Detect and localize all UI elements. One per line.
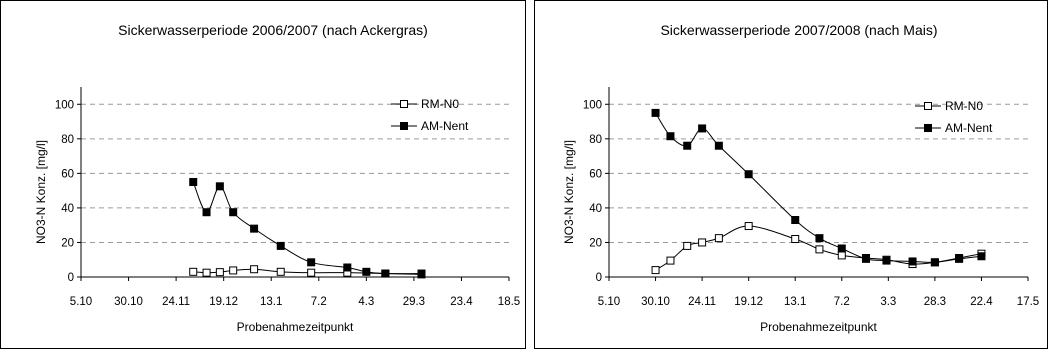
chart-0-series-am-nent-point [189, 178, 198, 186]
chart-1-series-am-nent-point [791, 216, 800, 224]
chart-0-y-tick-label: 0 [68, 272, 74, 284]
chart-1-series-rm-n0-point [651, 266, 660, 275]
chart-0-x-tick-label: 29.3 [403, 296, 425, 308]
chart-0-x-tick-label: 18.5 [498, 296, 520, 308]
chart-panel-right: Sickerwasserperiode 2007/2008 (nach Mais… [534, 0, 1048, 349]
chart-0-series-rm-n0-point [307, 268, 316, 277]
chart-0-series-am-nent-point [417, 269, 426, 278]
chart-0-series-rm-n0-point [229, 266, 238, 275]
chart-1-x-tick-label: 24.11 [688, 296, 716, 308]
chart-0-series-am-nent-point [343, 263, 352, 272]
chart-0-x-tick-label: 30.10 [114, 296, 143, 308]
chart-right: Sickerwasserperiode 2007/2008 (nach Mais… [562, 22, 1039, 334]
chart-0-series-am-nent-point [250, 224, 259, 233]
chart-1-series-am-nent-point [955, 254, 964, 263]
chart-0-title: Sickerwasserperiode 2006/2007 (nach Acke… [118, 22, 428, 38]
chart-1-series-am-nent-point [908, 257, 917, 266]
chart-1-series-am-nent-point [666, 132, 675, 141]
chart-1-series-am-nent-point [930, 258, 939, 267]
chart-1-x-tick-label: 28.3 [924, 296, 946, 308]
chart-0-series-am-nent-point [229, 208, 238, 217]
chart-1-series-rm-n0-point [666, 256, 675, 265]
chart-0-y-tick-label: 60 [61, 168, 74, 180]
chart-0-x-tick-label: 7.2 [311, 296, 327, 308]
chart-0-legend-marker [400, 100, 408, 108]
chart-1-legend-label: AM-Nent [945, 121, 993, 135]
chart-0-series-rm-n0-point [276, 267, 285, 276]
chart-1-series-am-nent-point [815, 234, 824, 243]
chart-0-series-am-nent-point [307, 258, 316, 267]
chart-1-series-am-nent-point [882, 256, 891, 265]
chart-1-y-tick-label: 20 [589, 237, 602, 249]
chart-0-series-am-nent-point [381, 269, 390, 278]
chart-1-x-tick-label: 19.12 [734, 296, 763, 308]
chart-0-series-rm-n0-point [250, 265, 259, 274]
chart-1-x-tick-label: 5.10 [598, 296, 620, 308]
chart-1-series-am-nent-point [714, 141, 723, 150]
chart-0-y-axis-label: NO3-N Konz. [mg/l] [34, 140, 48, 244]
chart-1-series-rm-n0-point [837, 251, 846, 260]
chart-0-x-tick-label: 5.10 [70, 296, 92, 308]
chart-1-x-tick-label: 7.2 [834, 296, 850, 308]
chart-0-legend-marker [400, 122, 408, 130]
chart-1-series-am-nent-point [977, 252, 986, 261]
chart-0-y-tick-label: 80 [61, 134, 74, 146]
chart-1-x-tick-label: 3.3 [880, 296, 896, 308]
chart-1-y-tick-label: 0 [596, 272, 602, 284]
chart-1-x-tick-label: 13.1 [784, 296, 806, 308]
chart-1-series-am-nent-point [744, 170, 753, 179]
panel-gap [526, 0, 534, 350]
chart-1-series-am-nent-point [837, 244, 846, 253]
chart-0-y-tick-label: 20 [61, 237, 74, 249]
chart-0-x-tick-label: 24.11 [162, 296, 190, 308]
chart-1-series-rm-n0-point [815, 245, 824, 254]
chart-0-y-tick-label: 100 [55, 99, 74, 111]
chart-1-y-axis-label: NO3-N Konz. [mg/l] [562, 140, 576, 244]
chart-0-y-tick-label: 40 [61, 203, 74, 215]
chart-0-x-tick-label: 4.3 [358, 296, 374, 308]
chart-1-series-am-nent-point [861, 254, 870, 263]
chart-1-x-tick-label: 17.5 [1017, 296, 1039, 308]
chart-1-series-am-nent-point [683, 141, 692, 150]
chart-panel-left: Sickerwasserperiode 2006/2007 (nach Acke… [0, 0, 526, 349]
chart-0-legend-label: AM-Nent [421, 119, 469, 133]
chart-1-x-axis-label: Probenahmezeitpunkt [760, 320, 877, 334]
chart-1-series-rm-n0-point [683, 241, 692, 250]
chart-1-legend-marker [924, 124, 932, 132]
chart-0-series-am-nent-point [276, 241, 285, 250]
chart-0-series-rm-n0-point [202, 268, 211, 277]
chart-1-x-tick-label: 30.10 [641, 296, 670, 308]
chart-1-series-am-nent-point [698, 124, 707, 133]
chart-0-series-am-nent-point [362, 267, 371, 276]
chart-1-legend-marker [924, 102, 932, 110]
chart-0-series-am-nent-point [202, 208, 211, 217]
chart-0-x-tick-label: 19.12 [209, 296, 238, 308]
chart-1-y-tick-label: 60 [589, 168, 602, 180]
chart-1-title: Sickerwasserperiode 2007/2008 (nach Mais… [660, 22, 937, 38]
chart-0-series-am-nent-point [215, 182, 224, 191]
chart-1-series-am-nent-point [651, 108, 660, 117]
chart-0-series-rm-n0-point [215, 268, 224, 277]
chart-0-series-rm-n0-point [189, 267, 198, 276]
chart-1-y-tick-label: 80 [589, 134, 602, 146]
chart-0-legend-label: RM-N0 [421, 97, 459, 111]
chart-0-x-axis-label: Probenahmezeitpunkt [237, 320, 354, 334]
chart-1-x-tick-label: 22.4 [970, 296, 993, 308]
chart-1-series-rm-n0-point [744, 222, 753, 231]
chart-1-series-rm-n0-point [698, 238, 707, 247]
chart-left: Sickerwasserperiode 2006/2007 (nach Acke… [34, 22, 520, 334]
chart-0-x-tick-label: 23.4 [450, 296, 473, 308]
chart-1-legend-label: RM-N0 [945, 99, 983, 113]
chart-1-series-rm-n0-point [791, 235, 800, 243]
chart-1-y-tick-label: 40 [589, 203, 602, 215]
chart-1-y-tick-label: 100 [583, 99, 602, 111]
chart-0-x-tick-label: 13.1 [260, 296, 282, 308]
chart-1-series-rm-n0-point [714, 234, 723, 243]
